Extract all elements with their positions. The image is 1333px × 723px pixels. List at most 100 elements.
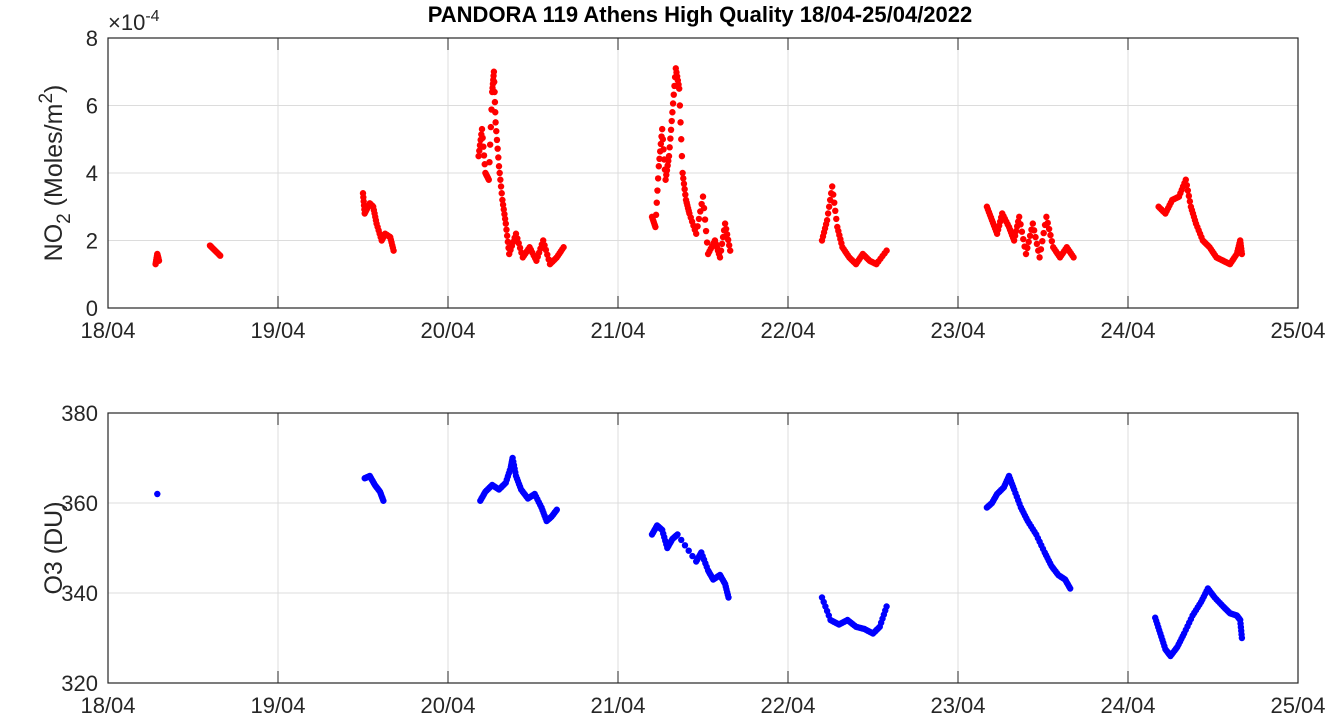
data-point [480, 152, 488, 159]
data-point [680, 175, 687, 182]
axes-box [107, 37, 1299, 309]
data-point [1018, 228, 1026, 235]
data-point [702, 227, 710, 235]
y-tick-label: 6 [86, 94, 98, 119]
data-point [1238, 634, 1246, 642]
x-tick-label: 18/04 [80, 693, 135, 718]
data-point [1030, 227, 1038, 234]
data-point [479, 134, 486, 142]
data-point [1025, 238, 1032, 246]
data-point [480, 143, 487, 150]
data-point [486, 159, 493, 166]
data-point [689, 552, 696, 560]
data-point [1183, 181, 1191, 189]
data-point [652, 223, 659, 231]
data-point [492, 109, 499, 116]
data-point [883, 603, 890, 610]
data-point [1070, 254, 1077, 261]
data-point [654, 175, 662, 182]
x-tick-label: 19/04 [250, 318, 305, 343]
data-point [701, 216, 709, 223]
data-point [492, 119, 499, 126]
data-point [665, 157, 672, 165]
data-point [1032, 233, 1039, 241]
data-point [475, 152, 482, 160]
data-point [495, 163, 503, 170]
data-point [832, 207, 839, 214]
data-point [723, 231, 731, 238]
data-point [699, 193, 707, 200]
data-point [497, 176, 504, 183]
data-point [664, 162, 671, 169]
data-point [656, 155, 663, 163]
data-point [722, 225, 730, 233]
data-point [491, 98, 499, 106]
data-point [1238, 250, 1246, 258]
data-point [833, 215, 840, 223]
y-tick-label: 340 [61, 581, 98, 606]
x-tick-label: 21/04 [590, 693, 645, 718]
data-point [1024, 244, 1031, 252]
data-point [666, 144, 673, 151]
data-point [494, 145, 501, 152]
data-point [676, 85, 683, 92]
data-point [496, 169, 503, 177]
y-tick-label: 0 [86, 296, 98, 321]
data-point [680, 180, 688, 187]
data-point [660, 146, 667, 153]
data-point [721, 220, 729, 227]
data-point [663, 171, 670, 179]
data-point [653, 199, 660, 206]
data-point [491, 78, 498, 86]
data-point [503, 232, 511, 239]
data-point [485, 176, 492, 183]
data-point [499, 196, 506, 204]
x-tick-label: 23/04 [930, 318, 985, 343]
x-tick-label: 19/04 [250, 693, 305, 718]
data-point [693, 230, 700, 237]
data-point [695, 215, 703, 223]
x-tick-label: 21/04 [590, 318, 645, 343]
data-point [1186, 198, 1194, 205]
data-point [1048, 237, 1056, 245]
data-point [678, 536, 685, 544]
data-point [1037, 246, 1045, 253]
no2-y-axis-label: NO2 (Moles/m2) [36, 85, 75, 262]
data-point [553, 506, 560, 513]
data-point [560, 244, 567, 251]
data-point [824, 210, 832, 217]
data-point [501, 210, 508, 218]
data-point [155, 257, 163, 264]
data-point [703, 239, 711, 246]
data-point [486, 141, 494, 148]
data-point [883, 247, 890, 254]
data-point [678, 136, 685, 143]
data-point [500, 206, 507, 213]
y-tick-label: 4 [86, 161, 98, 186]
y-tick-label: 8 [86, 26, 98, 51]
data-point [1026, 232, 1034, 239]
data-point [659, 125, 666, 133]
x-tick-label: 25/04 [1270, 693, 1325, 718]
data-point [1044, 219, 1051, 227]
exponent-label: ×10-4 [108, 8, 160, 35]
data-point [1020, 235, 1027, 243]
data-point [679, 169, 686, 177]
data-point [1039, 237, 1046, 245]
data-point [670, 91, 677, 98]
data-point [667, 135, 674, 142]
data-point [1043, 213, 1050, 221]
data-point [493, 136, 501, 144]
data-point [823, 217, 831, 224]
data-point [495, 154, 502, 161]
data-point [504, 238, 512, 246]
x-tick-label: 22/04 [760, 318, 815, 343]
no2-panel: 18/04 19/04 20/04 21/04 22/04 23/04 24/04 25/04… [80, 26, 1325, 343]
data-point [825, 203, 833, 210]
x-tick-label: 24/04 [1100, 693, 1155, 718]
data-point [1022, 250, 1030, 258]
data-point [669, 100, 677, 107]
data-point [217, 252, 224, 259]
data-point [498, 190, 505, 197]
data-point [478, 125, 486, 133]
